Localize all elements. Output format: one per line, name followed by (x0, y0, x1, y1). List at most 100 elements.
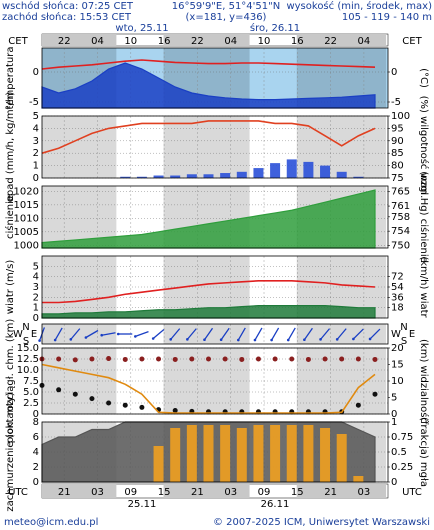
dot (156, 356, 162, 362)
wind-arrow-head (253, 338, 257, 342)
y-tick-label: 3 (33, 282, 39, 293)
wind-arrow (70, 328, 81, 340)
y-tick-label: 2 (33, 292, 39, 303)
time-tick-label: 16 (158, 36, 171, 47)
series-line (41, 59, 376, 70)
y-axis-label: pion. rozciągł. chm. (km) (5, 319, 16, 444)
panel-border (41, 47, 389, 109)
panel-border (41, 115, 389, 179)
y2-tick-label: 85 (391, 148, 404, 159)
y-axis-label: wiatr (m/s) (5, 260, 16, 315)
time-tick-label: 09 (124, 487, 137, 498)
y-axis-label: opad (mm/h, kg/m²/h) (5, 92, 16, 203)
wind-arrow (170, 328, 181, 340)
wind-arrow-head (219, 338, 223, 342)
compass-letter: S (401, 336, 407, 347)
y-tick-label: 0 (33, 477, 39, 488)
wind-arrow-head (116, 332, 120, 336)
wind-arrow (271, 327, 280, 341)
compass-letter: N (400, 322, 407, 333)
y-axis-label: temperatura (5, 46, 16, 109)
y-tick-label: 1010 (14, 213, 39, 224)
tz-label: UTC (402, 487, 422, 498)
wind-arrow-head (286, 338, 290, 342)
wind-arrow (303, 327, 313, 341)
sunset: zachód słońca: 15:53 CET (2, 11, 132, 23)
y2-tick-label: 100 (391, 111, 410, 122)
bar (236, 171, 247, 178)
sunrise: wschód słońca: 07:25 CET (2, 0, 134, 12)
wind-arrow-head (186, 338, 189, 341)
time-tick-label: 10 (258, 36, 271, 47)
wind-arrow-head (38, 339, 41, 342)
wind-arrow-head (53, 338, 57, 342)
dot (372, 391, 378, 397)
night-band (42, 116, 117, 178)
wind-arrow-head (151, 337, 155, 340)
wind-arrow-head (203, 338, 206, 342)
y-tick-label: 0 (33, 409, 39, 420)
y2-tick-label: -5 (391, 97, 401, 108)
compass-letter: W (13, 329, 23, 340)
compass-letter: E (31, 329, 37, 340)
y2-tick-label: 72 (391, 272, 404, 283)
y-tick-label: 1020 (14, 186, 39, 197)
series-area (41, 305, 376, 319)
wind-arrow-head (169, 338, 173, 341)
wind-arrow-head (134, 335, 137, 338)
wind-arrow (85, 329, 99, 339)
series-area (41, 62, 376, 109)
bar (153, 175, 164, 178)
y-tick-label: 0 (33, 313, 39, 324)
wind-arrow-head (237, 338, 240, 342)
panel-border (41, 421, 389, 483)
bar (220, 173, 231, 178)
wind-arrow-head (319, 338, 322, 341)
dot (56, 387, 62, 393)
y2-tick-label: 0 (391, 409, 397, 420)
dot (372, 356, 378, 362)
wind-arrow (336, 328, 347, 340)
night-band (42, 484, 117, 498)
y-tick-label: 4 (33, 272, 39, 283)
bar (336, 171, 347, 178)
time-tick-label: 22 (58, 36, 71, 47)
time-tick-label: 03 (91, 487, 104, 498)
night-band (42, 34, 117, 46)
y2-tick-label: 1 (391, 417, 397, 428)
elevation-label: wysokość (min, środek, max) (286, 0, 432, 12)
dot (172, 407, 178, 413)
dot (206, 356, 211, 362)
compass-letter: S (23, 336, 29, 347)
y2-axis-label: (km) widzialność (418, 339, 430, 423)
panel-bg (42, 116, 388, 178)
y-tick-label: 1005 (14, 227, 39, 238)
y-tick-label: 2.5 (23, 398, 39, 409)
y2-axis-label: (%) wilgotność wzgl. (418, 96, 430, 199)
y-tick-label: 2 (33, 462, 39, 473)
night-band (163, 484, 250, 498)
y2-tick-label: 18 (391, 303, 404, 314)
wind-arrow (352, 328, 364, 340)
time-tick-label: 15 (291, 487, 304, 498)
y-tick-label: 1015 (14, 200, 39, 211)
night-band (163, 324, 250, 344)
bar (186, 425, 197, 482)
series-line (41, 363, 376, 414)
y2-tick-label: 20 (391, 343, 404, 354)
night-band (163, 116, 250, 178)
dot (355, 356, 361, 362)
night-band (296, 34, 387, 46)
y-axis-label: ciśnienie (4, 195, 16, 239)
date: wto, 25.11 (115, 23, 168, 34)
y2-tick-label: 0 (391, 477, 397, 488)
panel-border (41, 323, 389, 345)
wind-arrow-head (368, 337, 372, 341)
panel-border (41, 255, 389, 319)
panel-bg (42, 324, 388, 344)
dot (322, 356, 328, 362)
bar (253, 168, 264, 178)
y-tick-label: 15.0 (17, 343, 39, 354)
grid-point: (x=181, y=436) (186, 12, 267, 23)
